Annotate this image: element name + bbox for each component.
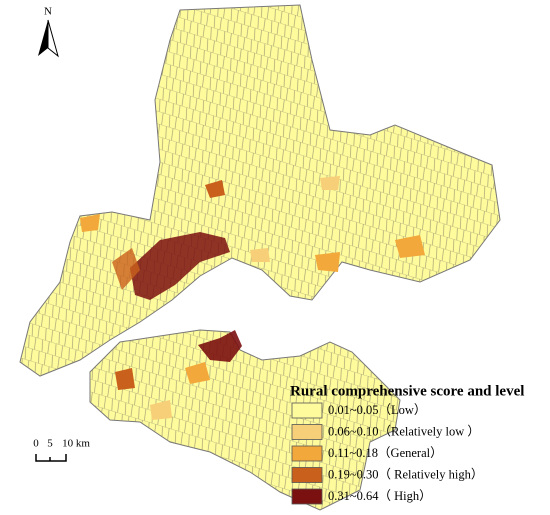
scale-bar: 0 5 10 km <box>33 438 90 462</box>
legend-swatch <box>291 445 323 462</box>
legend-label: 0.06~0.10（Relatively low ） <box>328 424 480 438</box>
scale-label: 10 km <box>62 438 90 450</box>
legend-swatch <box>291 467 323 483</box>
legend: Rural comprehensive score and level 0.01… <box>290 383 524 505</box>
legend-title: Rural comprehensive score and level <box>290 383 524 399</box>
north-label: N <box>44 6 52 18</box>
scale-label: 0 <box>33 438 39 450</box>
scale-label: 5 <box>47 438 53 450</box>
lower-region <box>89 329 401 511</box>
upper-region <box>19 4 501 377</box>
legend-label: 0.31~0.64（ High） <box>328 489 432 503</box>
legend-label: 0.19~0.30（ Relatively high） <box>328 467 483 481</box>
legend-swatch <box>291 488 323 505</box>
north-arrow-right <box>47 19 59 58</box>
legend-label: 0.01~0.05（Low） <box>328 403 426 417</box>
legend-label: 0.11~0.18（General） <box>328 446 443 460</box>
north-arrow-left <box>38 20 48 56</box>
legend-swatch <box>291 424 323 440</box>
legend-swatch <box>291 402 323 419</box>
